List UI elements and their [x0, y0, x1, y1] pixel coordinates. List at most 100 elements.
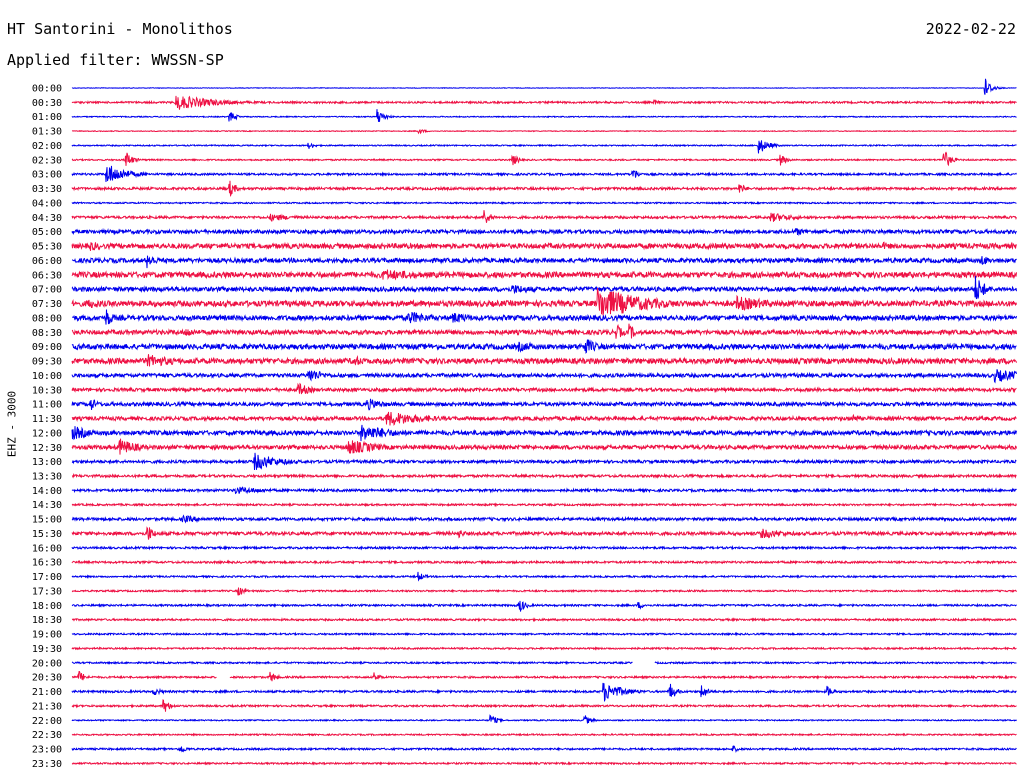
time-label: 13:30	[32, 471, 62, 482]
time-label: 07:00	[32, 285, 62, 296]
time-label: 20:00	[32, 658, 62, 669]
time-label: 02:30	[32, 155, 62, 166]
date-title: 2022-02-22	[925, 20, 1016, 38]
time-label: 08:30	[32, 328, 62, 339]
time-label: 16:30	[32, 558, 62, 569]
time-label: 18:30	[32, 615, 62, 626]
time-label: 15:30	[32, 529, 62, 540]
trace-row-1430	[71, 502, 1017, 508]
trace-row-1730	[71, 587, 1017, 596]
time-label-group: 00:00 00:30 01:00 01:30 02:00 02:30 03:00 03:30…	[32, 84, 62, 770]
trace-row-0930	[71, 354, 1017, 367]
trace-row-1900	[71, 631, 1017, 637]
time-label: 06:30	[32, 270, 62, 281]
trace-row-1230	[71, 438, 1017, 455]
time-label: 00:30	[32, 98, 62, 109]
trace-row-1830	[71, 617, 1017, 623]
time-label: 17:30	[32, 586, 62, 597]
time-label: 07:30	[32, 299, 62, 310]
trace-row-2200	[71, 714, 1017, 724]
time-label: 04:00	[32, 198, 62, 209]
trace-row-0900	[71, 339, 1017, 354]
trace-row-1800	[71, 600, 1017, 612]
trace-row-0330	[71, 180, 1017, 197]
trace-row-2100	[71, 682, 1017, 703]
trace-row-0030	[71, 95, 1017, 110]
trace-row-0400	[71, 200, 1017, 205]
time-label: 09:00	[32, 342, 62, 353]
time-label: 20:30	[32, 673, 62, 684]
time-label: 19:30	[32, 644, 62, 655]
time-label: 04:30	[32, 213, 62, 224]
time-label: 09:30	[32, 357, 62, 368]
trace-row-1630	[71, 559, 1017, 565]
time-label: 03:30	[32, 184, 62, 195]
time-label: 01:00	[32, 112, 62, 123]
trace-row-1330	[71, 472, 1017, 480]
time-label: 13:00	[32, 457, 62, 468]
time-label: 05:30	[32, 242, 62, 253]
time-label: 00:00	[32, 84, 62, 95]
filter-label: Applied filter: WWSSN-SP	[7, 51, 224, 69]
station-title: HT Santorini - Monolithos	[7, 20, 233, 38]
trace-row-1400	[71, 486, 1017, 495]
time-label: 11:00	[32, 400, 62, 411]
time-label: 14:30	[32, 500, 62, 511]
trace-row-0800	[71, 309, 1017, 325]
time-label: 06:00	[32, 256, 62, 267]
trace-row-0700	[71, 276, 1017, 300]
trace-row-0730	[71, 287, 1017, 316]
time-label: 18:00	[32, 601, 62, 612]
trace-row-0000	[71, 78, 1017, 95]
trace-row-1100	[71, 398, 1017, 411]
time-label: 05:00	[32, 227, 62, 238]
time-label: 12:00	[32, 428, 62, 439]
time-label: 21:30	[32, 701, 62, 712]
trace-row-1200	[71, 424, 1017, 442]
time-label: 12:30	[32, 443, 62, 454]
trace-row-0630	[71, 269, 1017, 281]
time-label: 11:30	[32, 414, 62, 425]
trace-row-2300	[71, 745, 1017, 753]
trace-row-0830	[71, 323, 1017, 339]
time-label: 10:30	[32, 385, 62, 396]
trace-row-0500	[71, 227, 1017, 237]
time-label: 02:00	[32, 141, 62, 152]
time-label: 01:30	[32, 127, 62, 138]
time-label: 23:30	[32, 759, 62, 770]
trace-row-1030	[71, 382, 1017, 395]
trace-row-2000	[71, 660, 1017, 666]
time-label: 19:00	[32, 630, 62, 641]
time-label: 03:00	[32, 170, 62, 181]
time-label: 22:30	[32, 730, 62, 741]
trace-row-1930	[71, 646, 1017, 651]
trace-row-0600	[71, 255, 1017, 269]
trace-row-0230	[71, 151, 1017, 167]
trace-row-1530	[71, 526, 1017, 540]
trace-row-2030	[71, 671, 1017, 682]
trace-row-1300	[71, 452, 1017, 470]
time-label: 08:00	[32, 313, 62, 324]
trace-row-1500	[71, 514, 1017, 524]
trace-row-1600	[71, 544, 1017, 551]
time-label: 23:00	[32, 745, 62, 756]
trace-row-1700	[71, 571, 1017, 582]
time-label: 22:00	[32, 716, 62, 727]
trace-row-1000	[71, 369, 1017, 384]
time-label: 17:00	[32, 572, 62, 583]
time-label: 10:00	[32, 371, 62, 382]
trace-row-2330	[71, 761, 1017, 766]
trace-row-1130	[71, 411, 1017, 426]
time-label: 15:00	[32, 515, 62, 526]
trace-group	[71, 78, 1017, 766]
trace-row-0530	[71, 241, 1017, 251]
trace-row-0130	[71, 129, 1017, 135]
trace-row-0100	[71, 109, 1017, 122]
trace-row-0200	[71, 140, 1017, 154]
trace-row-2130	[71, 699, 1017, 712]
time-label: 14:00	[32, 486, 62, 497]
time-label: 21:00	[32, 687, 62, 698]
trace-row-2230	[71, 732, 1017, 737]
time-label: 16:00	[32, 543, 62, 554]
